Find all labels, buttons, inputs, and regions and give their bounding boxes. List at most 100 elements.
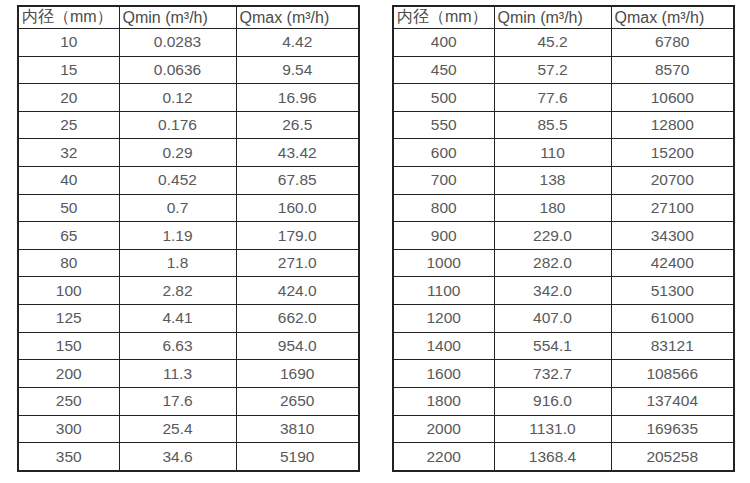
table-row: 20011.31690 <box>18 360 359 388</box>
diameter-cell: 250 <box>18 387 119 415</box>
qmax-cell: 83121 <box>611 332 734 360</box>
qmax-cell: 5190 <box>236 443 359 471</box>
table-row: 22001368.4205258 <box>393 443 734 471</box>
qmin-cell: 4.41 <box>119 305 236 333</box>
table-row: 20001131.0169635 <box>393 415 734 443</box>
qmax-cell: 43.42 <box>236 139 359 167</box>
table-row: 55085.512800 <box>393 111 734 139</box>
table-row: 1600732.7108566 <box>393 360 734 388</box>
qmin-cell: 0.7 <box>119 194 236 222</box>
diameter-cell: 40 <box>18 167 119 195</box>
qmin-cell: 34.6 <box>119 443 236 471</box>
qmin-cell: 0.176 <box>119 111 236 139</box>
qmax-cell: 42400 <box>611 249 734 277</box>
diameter-cell: 400 <box>393 29 494 57</box>
table-row: 500.7160.0 <box>18 194 359 222</box>
diameter-cell: 125 <box>18 305 119 333</box>
qmax-cell: 51300 <box>611 277 734 305</box>
diameter-cell: 15 <box>18 56 119 84</box>
diameter-cell: 550 <box>393 111 494 139</box>
qmin-cell: 110 <box>494 139 611 167</box>
qmin-cell: 1131.0 <box>494 415 611 443</box>
column-header: Qmin (m³/h) <box>119 6 236 29</box>
diameter-cell: 50 <box>18 194 119 222</box>
qmax-cell: 67.85 <box>236 167 359 195</box>
qmax-cell: 20700 <box>611 167 734 195</box>
table-row: 25017.62650 <box>18 387 359 415</box>
qmax-cell: 26.5 <box>236 111 359 139</box>
table-row: 200.1216.96 <box>18 84 359 112</box>
diameter-cell: 1600 <box>393 360 494 388</box>
table-row: 70013820700 <box>393 167 734 195</box>
qmax-cell: 4.42 <box>236 29 359 57</box>
table-row: 45057.28570 <box>393 56 734 84</box>
diameter-cell: 20 <box>18 84 119 112</box>
diameter-cell: 1800 <box>393 387 494 415</box>
qmax-cell: 271.0 <box>236 249 359 277</box>
flow-rate-table-right: 内径（mm）Qmin (m³/h)Qmax (m³/h) 40045.26780… <box>392 5 735 472</box>
qmin-cell: 0.12 <box>119 84 236 112</box>
diameter-cell: 200 <box>18 360 119 388</box>
qmin-cell: 2.82 <box>119 277 236 305</box>
diameter-cell: 150 <box>18 332 119 360</box>
diameter-cell: 600 <box>393 139 494 167</box>
table-row: 900229.034300 <box>393 222 734 250</box>
qmin-cell: 342.0 <box>494 277 611 305</box>
qmin-cell: 1.8 <box>119 249 236 277</box>
diameter-cell: 500 <box>393 84 494 112</box>
qmin-cell: 17.6 <box>119 387 236 415</box>
qmin-cell: 282.0 <box>494 249 611 277</box>
table-row: 100.02834.42 <box>18 29 359 57</box>
diameter-cell: 450 <box>393 56 494 84</box>
column-header: Qmax (m³/h) <box>236 6 359 29</box>
qmax-cell: 179.0 <box>236 222 359 250</box>
qmax-cell: 3810 <box>236 415 359 443</box>
qmax-cell: 15200 <box>611 139 734 167</box>
diameter-cell: 1000 <box>393 249 494 277</box>
table-row: 1002.82424.0 <box>18 277 359 305</box>
qmax-cell: 205258 <box>611 443 734 471</box>
table-row: 35034.65190 <box>18 443 359 471</box>
qmax-cell: 108566 <box>611 360 734 388</box>
table-row: 1100342.051300 <box>393 277 734 305</box>
qmin-cell: 57.2 <box>494 56 611 84</box>
qmin-cell: 180 <box>494 194 611 222</box>
qmin-cell: 229.0 <box>494 222 611 250</box>
diameter-cell: 80 <box>18 249 119 277</box>
diameter-cell: 1200 <box>393 305 494 333</box>
diameter-cell: 350 <box>18 443 119 471</box>
qmin-cell: 45.2 <box>494 29 611 57</box>
qmin-cell: 554.1 <box>494 332 611 360</box>
qmin-cell: 407.0 <box>494 305 611 333</box>
qmax-cell: 424.0 <box>236 277 359 305</box>
qmin-cell: 0.0283 <box>119 29 236 57</box>
diameter-cell: 100 <box>18 277 119 305</box>
qmax-cell: 6780 <box>611 29 734 57</box>
qmax-cell: 34300 <box>611 222 734 250</box>
diameter-cell: 800 <box>393 194 494 222</box>
qmin-cell: 1.19 <box>119 222 236 250</box>
header-row: 内径（mm）Qmin (m³/h)Qmax (m³/h) <box>18 6 359 29</box>
table-row: 651.19179.0 <box>18 222 359 250</box>
table-row: 320.2943.42 <box>18 139 359 167</box>
qmax-cell: 1690 <box>236 360 359 388</box>
qmax-cell: 169635 <box>611 415 734 443</box>
qmax-cell: 8570 <box>611 56 734 84</box>
qmin-cell: 0.452 <box>119 167 236 195</box>
diameter-cell: 1100 <box>393 277 494 305</box>
table-row: 40045.26780 <box>393 29 734 57</box>
diameter-cell: 25 <box>18 111 119 139</box>
qmin-cell: 1368.4 <box>494 443 611 471</box>
table-row: 1200407.061000 <box>393 305 734 333</box>
qmax-cell: 137404 <box>611 387 734 415</box>
table-row: 1506.63954.0 <box>18 332 359 360</box>
table-row: 80018027100 <box>393 194 734 222</box>
qmax-cell: 12800 <box>611 111 734 139</box>
column-header: 内径（mm） <box>18 6 119 29</box>
qmax-cell: 160.0 <box>236 194 359 222</box>
qmin-cell: 138 <box>494 167 611 195</box>
qmax-cell: 61000 <box>611 305 734 333</box>
table-row: 50077.610600 <box>393 84 734 112</box>
qmax-cell: 10600 <box>611 84 734 112</box>
qmax-cell: 9.54 <box>236 56 359 84</box>
